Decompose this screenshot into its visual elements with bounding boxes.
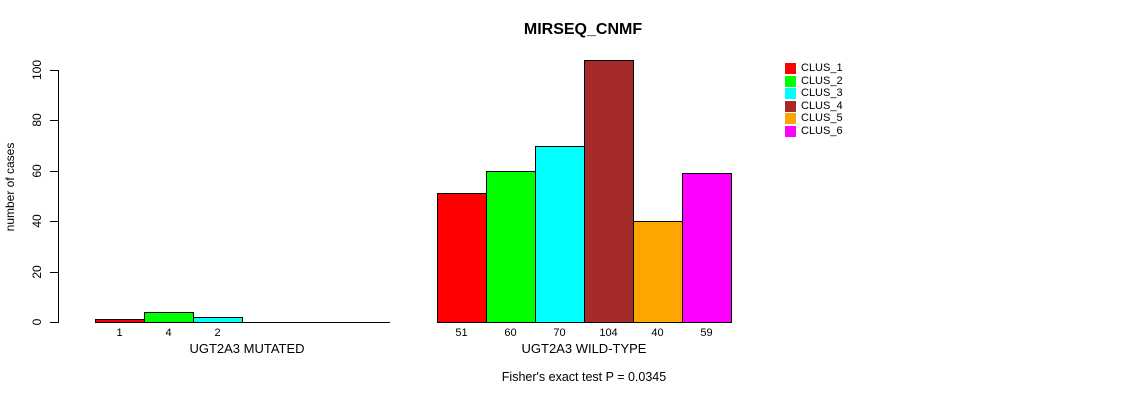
bar-clus_2-group2: [486, 171, 536, 323]
y-tick-label: 40: [30, 214, 44, 228]
y-axis-tick: [50, 70, 58, 71]
y-axis-tick: [50, 322, 58, 323]
legend-swatch-clus_6: [785, 125, 796, 137]
legend-label: CLUS_3: [801, 87, 843, 100]
bar-clus_4-group2: [584, 60, 634, 323]
legend-swatch-clus_1: [785, 63, 796, 74]
fisher-test-annotation: Fisher's exact test P = 0.0345: [501, 370, 667, 384]
y-axis-tick: [50, 272, 58, 273]
legend-label: CLUS_2: [801, 74, 843, 87]
legend-swatch-clus_2: [785, 75, 796, 87]
legend-label: CLUS_4: [801, 99, 843, 112]
bar-value-label: 2: [214, 327, 221, 339]
y-tick-label: 20: [30, 265, 44, 279]
bar-value-label: 60: [504, 327, 517, 339]
bar-value-label: 70: [553, 327, 566, 339]
y-axis-tick: [50, 171, 58, 172]
bar-value-label: 59: [700, 327, 713, 339]
bar-clus_1-group2: [437, 193, 487, 323]
chart-title: MIRSEQ_CNMF: [523, 21, 643, 38]
x-axis-group-label: UGT2A3 MUTATED: [189, 341, 305, 356]
bar-value-label: 4: [165, 327, 172, 339]
bar-clus_5-group2: [633, 221, 683, 323]
legend-swatch-clus_3: [785, 88, 796, 100]
bar-clus_1-group1: [95, 319, 145, 323]
legend-swatch-clus_4: [785, 100, 796, 112]
legend-label: CLUS_5: [801, 112, 843, 125]
legend-swatch-clus_5: [785, 113, 796, 125]
bar-value-label: 104: [599, 327, 618, 339]
bar-value-label: 51: [455, 327, 468, 339]
y-axis-line: [58, 70, 59, 323]
y-tick-label: 100: [30, 59, 44, 81]
bar-value-label: 40: [651, 327, 664, 339]
legend-label: CLUS_1: [801, 62, 843, 74]
y-axis-tick: [50, 120, 58, 121]
y-axis-label: number of cases: [3, 142, 17, 232]
y-tick-label: 80: [30, 113, 44, 127]
y-tick-label: 0: [30, 318, 44, 326]
bar-clus_6-group2: [682, 173, 732, 323]
bar-clus_3-group1: [193, 317, 243, 323]
bar-clus_3-group2: [535, 146, 585, 323]
x-axis-group-label: UGT2A3 WILD-TYPE: [521, 341, 647, 356]
y-axis-tick: [50, 221, 58, 222]
bar-value-label: 1: [116, 327, 123, 339]
bar-clus_2-group1: [144, 312, 194, 323]
y-tick-label: 60: [30, 164, 44, 178]
legend-label: CLUS_6: [801, 124, 843, 137]
